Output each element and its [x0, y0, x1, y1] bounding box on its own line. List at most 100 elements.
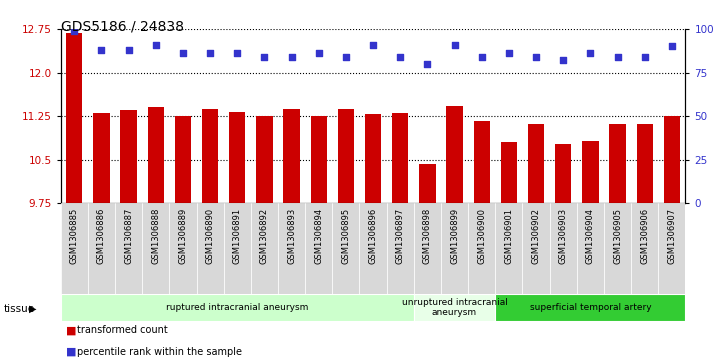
- Bar: [66, 33, 82, 203]
- Bar: [365, 114, 381, 203]
- Bar: [387, 203, 414, 296]
- Text: unruptured intracranial
aneurysm: unruptured intracranial aneurysm: [401, 298, 508, 317]
- Point: [531, 54, 542, 60]
- Text: GSM1306897: GSM1306897: [396, 208, 405, 264]
- Text: GSM1306905: GSM1306905: [613, 208, 622, 264]
- Bar: [446, 106, 463, 203]
- Bar: [604, 203, 631, 296]
- Bar: [251, 203, 278, 296]
- Point: [177, 50, 188, 56]
- Bar: [332, 203, 359, 296]
- Bar: [223, 203, 251, 296]
- Text: ▶: ▶: [29, 303, 36, 314]
- Text: GSM1306886: GSM1306886: [97, 208, 106, 264]
- Bar: [414, 203, 441, 296]
- Text: GSM1306890: GSM1306890: [206, 208, 215, 264]
- Point: [395, 54, 406, 60]
- Bar: [664, 115, 680, 203]
- Bar: [148, 107, 164, 203]
- Text: GSM1306900: GSM1306900: [477, 208, 486, 264]
- Text: GSM1306892: GSM1306892: [260, 208, 269, 264]
- Bar: [501, 142, 517, 203]
- Point: [258, 54, 270, 60]
- Bar: [496, 294, 685, 321]
- Point: [69, 28, 80, 34]
- Bar: [631, 203, 658, 296]
- Point: [639, 54, 650, 60]
- Bar: [392, 113, 408, 203]
- Bar: [115, 203, 142, 296]
- Bar: [441, 203, 468, 296]
- Bar: [658, 203, 685, 296]
- Text: tissue: tissue: [4, 303, 35, 314]
- Bar: [121, 110, 137, 203]
- Point: [96, 47, 107, 53]
- Bar: [305, 203, 332, 296]
- Bar: [550, 203, 577, 296]
- Bar: [88, 203, 115, 296]
- Bar: [283, 109, 300, 203]
- Text: GSM1306889: GSM1306889: [178, 208, 187, 264]
- Point: [150, 42, 161, 48]
- Bar: [473, 121, 490, 203]
- Bar: [523, 203, 550, 296]
- Point: [123, 47, 134, 53]
- Point: [449, 42, 461, 48]
- Point: [585, 50, 596, 56]
- Text: GSM1306885: GSM1306885: [70, 208, 79, 264]
- Bar: [202, 109, 218, 203]
- Text: GSM1306907: GSM1306907: [668, 208, 676, 264]
- Point: [503, 50, 515, 56]
- Point: [422, 61, 433, 67]
- Text: GSM1306896: GSM1306896: [368, 208, 378, 264]
- Text: ■: ■: [66, 325, 76, 335]
- Bar: [582, 140, 598, 203]
- Text: GDS5186 / 24838: GDS5186 / 24838: [61, 20, 183, 34]
- Text: GSM1306899: GSM1306899: [450, 208, 459, 264]
- Point: [231, 50, 243, 56]
- Text: GSM1306902: GSM1306902: [531, 208, 540, 264]
- Bar: [142, 203, 169, 296]
- Bar: [229, 112, 246, 203]
- Text: transformed count: transformed count: [77, 325, 168, 335]
- Text: GSM1306904: GSM1306904: [586, 208, 595, 264]
- Bar: [609, 124, 625, 203]
- Bar: [496, 203, 523, 296]
- Point: [666, 44, 678, 49]
- Bar: [577, 203, 604, 296]
- Bar: [175, 116, 191, 203]
- Bar: [359, 203, 387, 296]
- Text: GSM1306898: GSM1306898: [423, 208, 432, 264]
- Bar: [196, 203, 223, 296]
- Point: [476, 54, 488, 60]
- Text: GSM1306887: GSM1306887: [124, 208, 133, 264]
- Bar: [61, 203, 88, 296]
- Text: GSM1306906: GSM1306906: [640, 208, 649, 264]
- Text: GSM1306901: GSM1306901: [504, 208, 513, 264]
- Point: [367, 42, 378, 48]
- Text: percentile rank within the sample: percentile rank within the sample: [77, 347, 242, 357]
- Text: GSM1306888: GSM1306888: [151, 208, 160, 264]
- Bar: [278, 203, 305, 296]
- Point: [340, 54, 351, 60]
- Point: [612, 54, 623, 60]
- Text: ruptured intracranial aneurysm: ruptured intracranial aneurysm: [166, 303, 308, 312]
- Bar: [311, 116, 327, 203]
- Bar: [468, 203, 496, 296]
- Text: GSM1306891: GSM1306891: [233, 208, 242, 264]
- Text: GSM1306903: GSM1306903: [559, 208, 568, 264]
- Text: superficial temporal artery: superficial temporal artery: [530, 303, 651, 312]
- Bar: [419, 164, 436, 203]
- Bar: [94, 113, 109, 203]
- Bar: [528, 124, 544, 203]
- Bar: [555, 144, 571, 203]
- Bar: [169, 203, 196, 296]
- Text: GSM1306894: GSM1306894: [314, 208, 323, 264]
- Bar: [61, 294, 414, 321]
- Text: GSM1306893: GSM1306893: [287, 208, 296, 264]
- Point: [204, 50, 216, 56]
- Point: [313, 50, 324, 56]
- Bar: [338, 109, 354, 203]
- Point: [558, 57, 569, 63]
- Bar: [414, 294, 496, 321]
